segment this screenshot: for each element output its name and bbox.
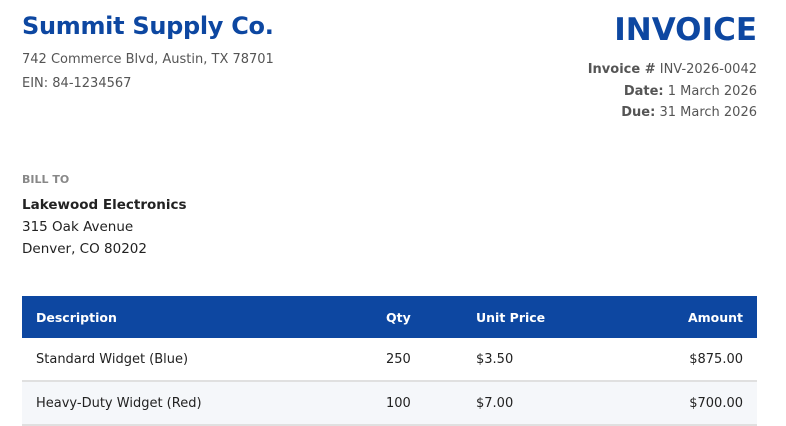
- invoice-date-label: Date:: [623, 84, 664, 99]
- header-description: Description: [22, 296, 372, 338]
- bill-to-street: 315 Oak Avenue: [22, 219, 134, 235]
- header-unit-price: Unit Price: [462, 296, 612, 338]
- invoice-date: Date: 1 March 2026: [624, 84, 757, 99]
- invoice-date-value: 1 March 2026: [667, 84, 757, 99]
- invoice-number: Invoice # INV-2026-0042: [588, 62, 757, 77]
- line-items-table: Description Qty Unit Price Amount Standa…: [22, 296, 757, 426]
- cell-unit-price: $3.50: [462, 338, 612, 382]
- table-row: Heavy-Duty Widget (Red) 100 $7.00 $700.0…: [22, 381, 757, 426]
- cell-description: Standard Widget (Blue): [22, 338, 372, 382]
- invoice-due-label: Due:: [621, 105, 656, 120]
- bill-to-label: BILL TO: [22, 173, 70, 186]
- cell-amount: $875.00: [612, 338, 757, 382]
- invoice-number-value: INV-2026-0042: [659, 62, 757, 77]
- cell-description: Heavy-Duty Widget (Red): [22, 381, 372, 426]
- cell-qty: 100: [372, 381, 462, 426]
- cell-qty: 250: [372, 338, 462, 382]
- header-qty: Qty: [372, 296, 462, 338]
- invoice-due: Due: 31 March 2026: [621, 105, 757, 120]
- cell-amount: $700.00: [612, 381, 757, 426]
- bill-to-city: Denver, CO 80202: [22, 241, 147, 257]
- bill-to-name: Lakewood Electronics: [22, 197, 187, 213]
- company-ein: EIN: 84-1234567: [22, 76, 132, 91]
- header-amount: Amount: [612, 296, 757, 338]
- invoice-number-label: Invoice #: [587, 62, 656, 77]
- invoice-title: INVOICE: [614, 12, 757, 48]
- company-address: 742 Commerce Blvd, Austin, TX 78701: [22, 52, 274, 67]
- table-row: Standard Widget (Blue) 250 $3.50 $875.00: [22, 338, 757, 382]
- invoice-due-value: 31 March 2026: [659, 105, 757, 120]
- table-header-row: Description Qty Unit Price Amount: [22, 296, 757, 338]
- cell-unit-price: $7.00: [462, 381, 612, 426]
- company-name: Summit Supply Co.: [22, 12, 274, 40]
